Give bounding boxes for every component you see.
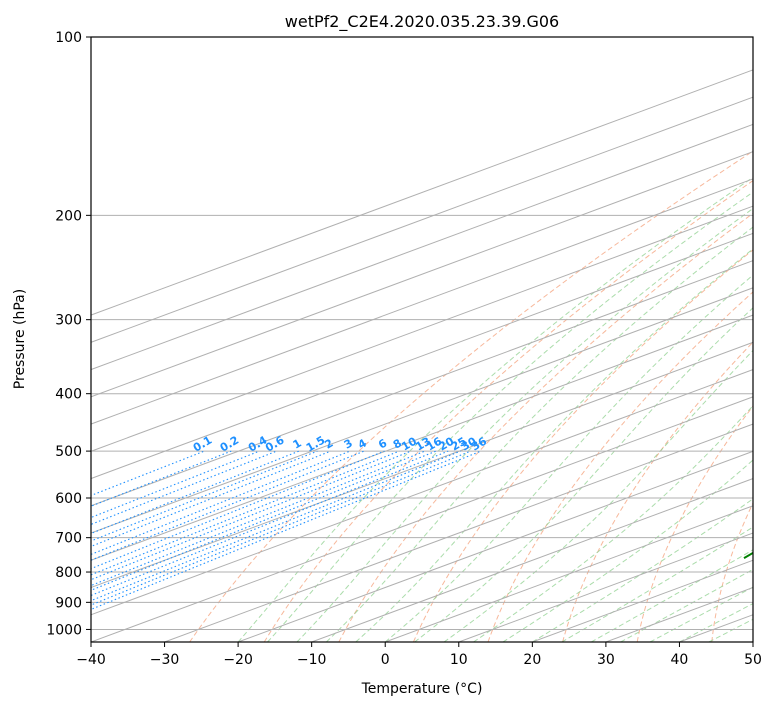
mixing-ratio-line	[91, 450, 461, 602]
mixing-ratio-line	[91, 450, 205, 497]
y-tick-label: 700	[55, 531, 82, 547]
dry-adiabat	[263, 180, 753, 642]
isotherm	[91, 232, 753, 480]
y-tick-label: 800	[55, 565, 82, 581]
moist-adiabat	[502, 459, 753, 642]
mixing-ratio-line	[91, 450, 471, 606]
isotherm	[91, 205, 753, 452]
y-tick-label: 900	[55, 595, 82, 611]
plot-frame	[90, 36, 754, 643]
moist-adiabat	[384, 274, 753, 642]
moist-adiabat	[296, 207, 753, 642]
y-tick-label: 100	[55, 30, 82, 46]
y-tick-label: 300	[55, 313, 82, 329]
x-axis-title: Temperature (°C)	[361, 681, 483, 697]
moist-adiabat	[267, 191, 753, 642]
isotherm	[91, 287, 753, 534]
moist-adiabat	[473, 404, 753, 642]
y-tick-label: 200	[55, 208, 82, 224]
moist-adiabat	[561, 526, 753, 642]
y-tick-label: 500	[55, 444, 82, 460]
moist-adiabat	[532, 498, 753, 642]
mixing-ratio-line	[91, 450, 426, 587]
mixing-ratio-line	[91, 450, 449, 597]
x-tick-label: 20	[523, 652, 541, 668]
isotherm	[91, 69, 753, 316]
isotherm	[91, 314, 753, 561]
isotherm	[91, 96, 753, 343]
isotherm	[91, 396, 753, 642]
isotherm	[385, 505, 753, 642]
dry-adiabat	[487, 291, 753, 642]
isotherm	[91, 369, 753, 616]
mixing-ratio-line	[91, 450, 482, 611]
mixing-ratio-line	[91, 450, 385, 570]
isotherm	[91, 178, 753, 425]
dry-adiabat	[189, 150, 753, 642]
x-tick-label: −40	[76, 652, 106, 668]
dry-adiabat	[562, 341, 753, 642]
mixing-ratio-line	[91, 450, 412, 581]
x-tick-label: −20	[223, 652, 253, 668]
mixing-ratio-line	[91, 450, 300, 535]
isotherm	[237, 450, 753, 642]
moist-adiabat	[355, 248, 753, 642]
mixing-ratio-line	[91, 450, 437, 591]
chart-title: wetPf2_C2E4.2020.035.23.39.G06	[285, 12, 559, 32]
isotherm	[91, 341, 753, 589]
dry-adiabat	[412, 249, 753, 642]
isotherm	[91, 123, 753, 371]
y-tick-label: 600	[55, 491, 82, 507]
isotherm	[164, 423, 753, 642]
isotherm	[458, 532, 753, 642]
mixing-ratio-line	[91, 450, 365, 561]
dry-adiabat	[338, 212, 753, 642]
mixing-ratio-line	[91, 450, 400, 576]
y-tick-label: 400	[55, 387, 82, 403]
mixing-ratio-line	[91, 450, 277, 526]
x-tick-label: −30	[150, 652, 180, 668]
dry-adiabat	[636, 405, 753, 642]
x-tick-label: 10	[450, 652, 468, 668]
x-tick-label: 50	[744, 652, 762, 668]
x-tick-label: 0	[381, 652, 390, 668]
isotherm	[91, 260, 753, 507]
moist-adiabat	[326, 226, 753, 642]
isotherm	[91, 151, 753, 398]
y-axis-title: Pressure (hPa)	[12, 289, 28, 389]
x-tick-label: 40	[671, 652, 689, 668]
x-tick-label: −10	[297, 652, 327, 668]
isotherm	[311, 478, 753, 642]
moist-adiabat	[649, 586, 753, 642]
y-tick-label: 1000	[46, 622, 82, 638]
x-tick-label: 30	[597, 652, 615, 668]
